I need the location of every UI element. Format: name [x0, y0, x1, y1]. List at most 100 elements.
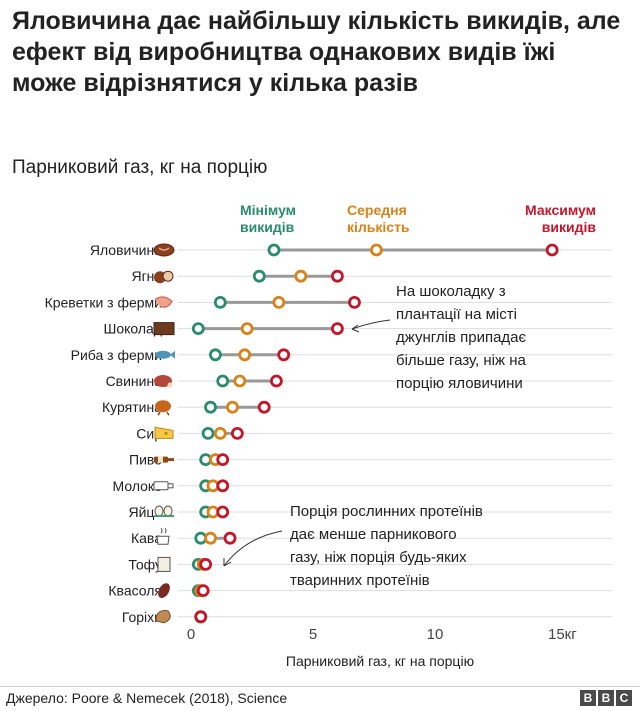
row-label: Ягня: [131, 268, 162, 284]
legend: МінімумвикидівСереднякількістьМаксимумви…: [240, 202, 596, 235]
row-8: Сир: [136, 425, 244, 441]
beans-icon: [158, 583, 170, 598]
row-11: Яйця: [128, 504, 230, 520]
annotation-arrow: [223, 530, 283, 567]
row-label: Кава: [131, 530, 162, 546]
lamb-bone: [162, 270, 174, 282]
bean-shape: [158, 583, 170, 598]
fish-icon: [155, 350, 175, 359]
dot-min: [213, 295, 227, 309]
nuts-icon: [155, 610, 171, 624]
nut-shape: [155, 610, 171, 624]
legend-label-avg: Середня: [347, 202, 407, 218]
legend-label-min: Мінімум: [240, 202, 296, 218]
dot-min: [216, 374, 230, 388]
x-tick-label: 5: [309, 626, 317, 643]
row-7: Курятина: [102, 399, 271, 416]
annotation-arrow: [351, 319, 391, 330]
dot-avg: [233, 374, 247, 388]
logo-letter: B: [580, 690, 596, 706]
row-label: Свинина: [106, 373, 163, 389]
dot-min: [252, 269, 266, 283]
cheese-hole: [164, 431, 168, 435]
dot-max: [216, 505, 230, 519]
milk-neck: [167, 483, 174, 489]
cheese-icon: [154, 426, 174, 439]
coffee-steam: [160, 527, 167, 534]
dot-avg: [226, 400, 239, 414]
dot-max: [216, 453, 230, 467]
legend-label-max: викидів: [542, 219, 597, 235]
dot-max: [230, 426, 244, 440]
dot-max: [545, 243, 559, 257]
chicken-shape: [155, 400, 171, 413]
row-label: Молоко: [113, 478, 163, 494]
dot-max: [330, 322, 344, 336]
pork-icon: [154, 375, 173, 388]
dot-min: [201, 426, 215, 440]
x-tick-label: 0: [187, 626, 195, 643]
dot-min: [267, 243, 281, 257]
legend-label-max: Максимум: [525, 202, 596, 218]
row-1: Яловичина: [90, 242, 559, 258]
milk-icon: [153, 481, 174, 491]
legend-label-min: викидів: [240, 219, 295, 235]
logo-letter: C: [616, 690, 632, 706]
row-label: Курятина: [102, 399, 162, 415]
dot-max: [257, 400, 271, 414]
dot-min: [191, 322, 205, 336]
pork-shape: [154, 375, 172, 387]
legend-label-avg: кількість: [347, 219, 410, 235]
row-10: Молоко: [113, 478, 230, 494]
chart-subtitle: Парниковий газ, кг на порцію: [12, 157, 268, 178]
row-14: Квасоля: [108, 583, 210, 599]
dot-avg: [240, 322, 254, 336]
pork-bone: [167, 382, 173, 388]
shrimp-shape: [154, 296, 173, 308]
chicken-legs: [157, 411, 170, 416]
annotation-text: газу, ніж порція будь-яких: [290, 549, 467, 566]
chicken-icon: [155, 400, 171, 416]
chart-title: Яловичина дає найбільшу кількість викиді…: [12, 7, 621, 97]
annotation-plant: Порція рослинних протеїнів дає менше парн…: [223, 503, 483, 589]
row-6: Свинина: [106, 373, 283, 389]
tofu-icon: [157, 556, 171, 572]
row-label: Квасоля: [108, 583, 162, 599]
chocolate-bar: [153, 322, 175, 336]
row-label: Тофу: [128, 556, 162, 572]
row-label: Риба з ферми: [71, 347, 162, 363]
dot-max: [216, 479, 230, 493]
dot-max: [194, 610, 208, 624]
bbc-logo: B B C: [580, 690, 632, 706]
row-13: Тофу: [128, 556, 213, 572]
lamb-icon: [154, 270, 174, 284]
row-3: Креветки з ферми: [45, 294, 361, 310]
milk-bottle: [153, 481, 169, 491]
row-4: Шоколад: [103, 321, 344, 337]
dot-max: [196, 584, 210, 597]
shrimp-icon: [154, 296, 173, 308]
annotation-text: більше газу, ніж на: [396, 352, 526, 369]
annotation-text: дає менше парникового: [290, 526, 457, 543]
tofu-block: [157, 556, 171, 572]
row-label: Пиво: [129, 452, 162, 468]
chocolate-icon: [153, 322, 175, 336]
annotation-text: плантації на місті: [396, 306, 517, 323]
x-tick-label: 10: [427, 626, 444, 643]
row-2: Ягня: [131, 268, 344, 284]
footer-divider: [0, 686, 640, 687]
coffee-cup: [156, 535, 170, 545]
annotation-text: порцію яловичини: [396, 375, 523, 392]
annotation-text: тваринних протеїнів: [290, 572, 430, 589]
eggs-icon: [154, 505, 174, 517]
dot-avg: [272, 295, 286, 309]
x-axis-title: Парниковий газ, кг на порцію: [286, 653, 474, 669]
egg: [163, 505, 173, 517]
bottle-neck: [168, 458, 174, 462]
annotation-text: Порція рослинних протеїнів: [290, 503, 483, 520]
source-note: Джерело: Poore & Nemecek (2018), Science: [6, 690, 288, 706]
row-15: Горіхи: [122, 609, 208, 625]
dot-min: [208, 348, 222, 362]
fish-body: [155, 350, 171, 359]
